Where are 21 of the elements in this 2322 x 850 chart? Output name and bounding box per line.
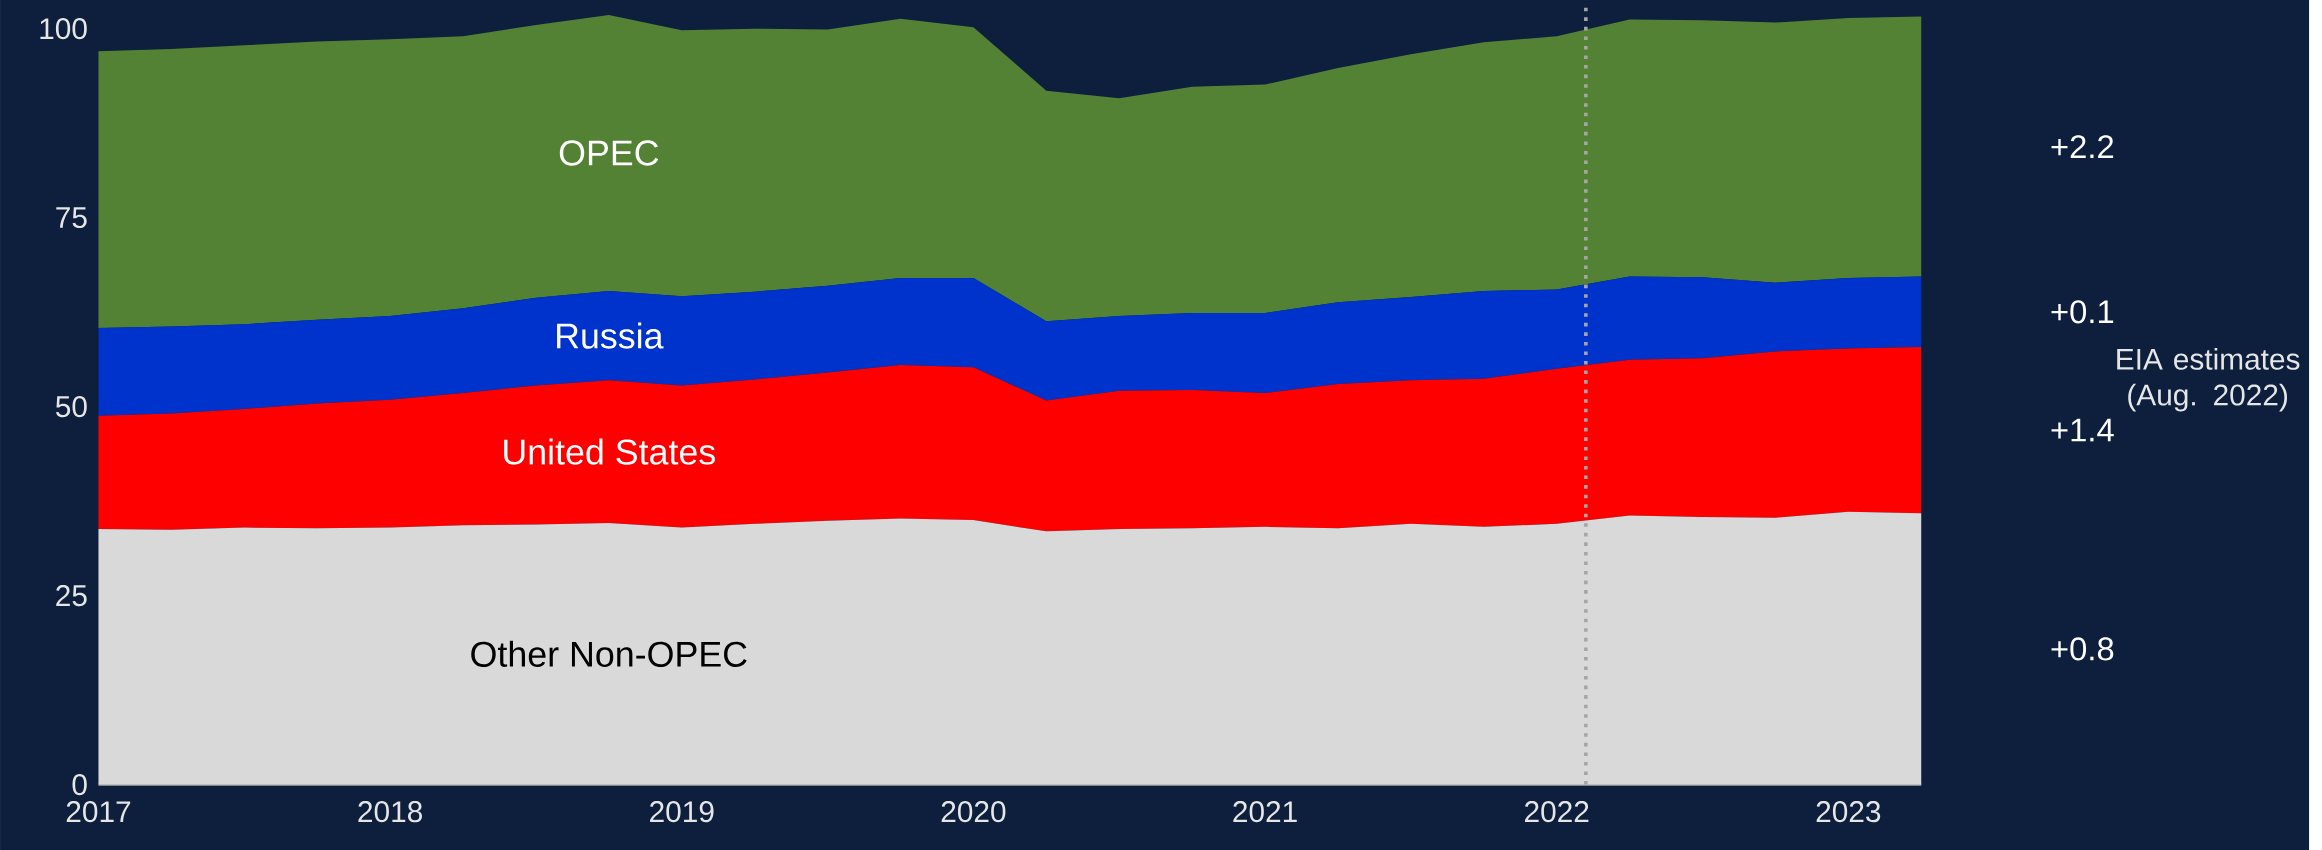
text: +0.8 [2051, 637, 2114, 661]
series-label: Other Non-OPEC [471, 640, 747, 667]
x-tick-label: 2022 [1525, 801, 1589, 823]
y-tick-label: 100 [40, 17, 87, 40]
series-label: Russia [557, 322, 664, 349]
series-label: United States [504, 438, 715, 465]
text: +1.4 [2051, 418, 2114, 442]
x-tick-label: 2019 [650, 801, 714, 823]
x-tick-label: 2021 [1233, 801, 1297, 823]
series-label: OPEC [559, 140, 659, 166]
text: +0.1 [2051, 300, 2114, 324]
x-tick-label: 2020 [941, 801, 1006, 823]
x-tick-label: 2018 [358, 801, 422, 823]
y-tick-label: 75 [56, 207, 87, 228]
y-tick-label: 0 [72, 773, 87, 796]
y-tick-label: 25 [56, 584, 87, 607]
x-tick-label: 2017 [66, 801, 131, 823]
y-tick-label: 50 [55, 395, 87, 418]
text: EIA estimates (Aug. 2022) [2117, 347, 2300, 412]
x-tick-label: 2023 [1816, 801, 1881, 823]
text: +2.2 [2051, 135, 2114, 158]
